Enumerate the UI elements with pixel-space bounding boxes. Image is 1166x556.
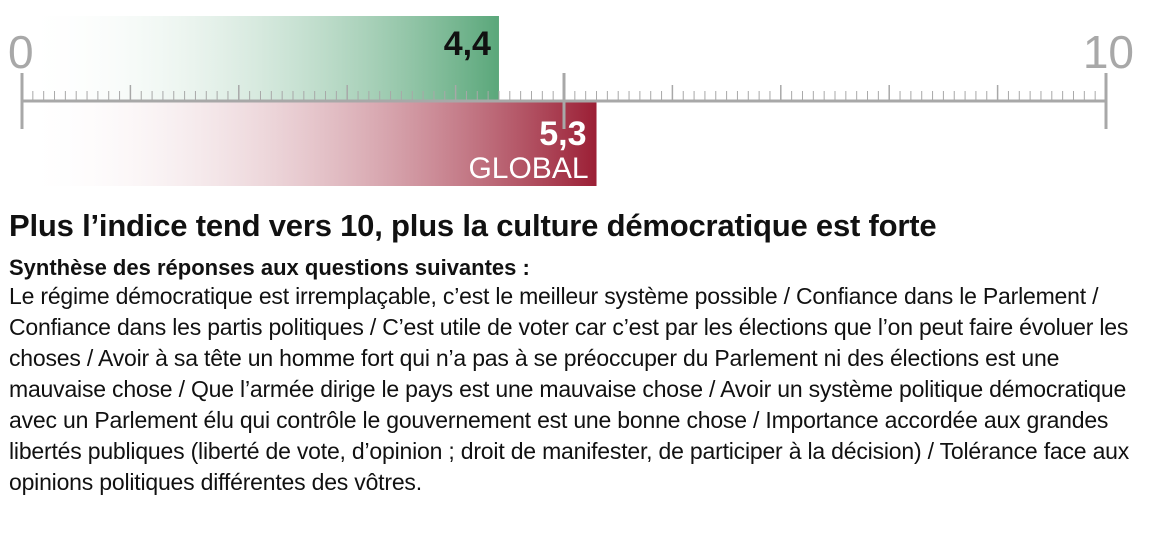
index-chart: 0 10 4,4 5,3 GLOBAL xyxy=(8,16,1134,186)
caption-block: Plus l’indice tend vers 10, plus la cult… xyxy=(9,206,1159,498)
questions-list: Le régime démocratique est irremplaçable… xyxy=(9,283,1130,495)
data-label-series-1: 4,4 xyxy=(444,25,491,63)
subheading: Synthèse des réponses aux questions suiv… xyxy=(9,255,530,280)
headline: Plus l’indice tend vers 10, plus la cult… xyxy=(9,208,937,243)
global-label: GLOBAL xyxy=(468,152,588,185)
data-label-series-2: 5,3 xyxy=(539,115,586,153)
labels-layer: 0 10 4,4 5,3 GLOBAL xyxy=(8,25,1134,185)
bar-series-1 xyxy=(22,16,499,101)
bar-series-2 xyxy=(22,101,597,186)
bars-layer xyxy=(22,16,597,186)
tick-label-max: 10 xyxy=(1083,26,1134,78)
tick-label-min: 0 xyxy=(8,26,34,78)
x-axis xyxy=(20,73,1108,129)
